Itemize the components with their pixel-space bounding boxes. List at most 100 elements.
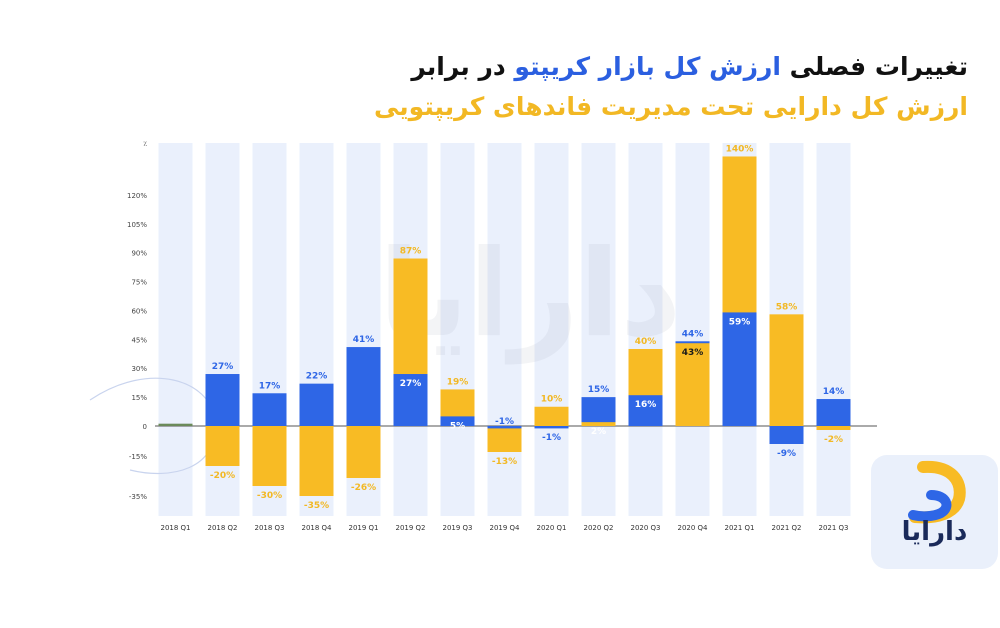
bar-blue — [205, 374, 240, 426]
data-label-blue: 27% — [212, 362, 234, 372]
data-label-yellow: 87% — [400, 247, 422, 257]
y-tick-label: 90% — [131, 250, 147, 258]
bar-yellow — [205, 426, 240, 466]
y-tick-label: ٪ — [143, 140, 147, 148]
chart-title-line1: تغییرات فصلی ارزش کل بازار کریپتو در برا… — [411, 52, 968, 81]
data-label-yellow: -26% — [351, 483, 376, 493]
data-label-yellow: 43% — [682, 348, 704, 358]
x-tick-label: 2020 Q2 — [583, 524, 613, 532]
data-label-yellow: 19% — [447, 377, 469, 387]
bar-baseline — [158, 423, 193, 426]
y-tick-label: -35% — [129, 493, 147, 501]
data-label-yellow: 10% — [541, 395, 563, 405]
bar-labels: 27% -20% 17% -30% 22% -35% 41% -26% 27% 87% 5% 19% -… — [210, 144, 844, 511]
column-background — [487, 143, 522, 516]
data-label-blue: -9% — [777, 449, 796, 459]
column-background — [581, 143, 616, 516]
data-label-blue: 22% — [306, 372, 328, 382]
bar-yellow — [252, 426, 287, 486]
x-tick-label: 2019 Q1 — [348, 524, 378, 532]
data-label-yellow: 58% — [776, 302, 798, 312]
x-tick-label: 2018 Q3 — [254, 524, 284, 532]
brand-logo-card: دارایا — [871, 455, 998, 569]
column-background — [675, 143, 710, 516]
bar-blue — [393, 374, 428, 426]
bar-blue — [581, 397, 616, 426]
data-label-blue: 59% — [729, 317, 751, 327]
y-tick-label: 30% — [131, 365, 147, 373]
bar-yellow — [299, 426, 334, 496]
bar-blue — [816, 399, 851, 426]
data-label-blue: 41% — [353, 335, 375, 345]
y-tick-label: 15% — [131, 394, 147, 402]
bar-yellow — [581, 422, 616, 426]
y-tick-label: 60% — [131, 307, 147, 315]
column-background — [158, 143, 193, 516]
data-label-blue: 14% — [823, 387, 845, 397]
data-label-yellow: 140% — [726, 144, 754, 154]
data-label-blue: 17% — [259, 381, 281, 391]
data-label-yellow: -13% — [492, 457, 517, 467]
column-background — [628, 143, 663, 516]
x-tick-label: 2020 Q4 — [677, 524, 708, 532]
x-tick-label: 2019 Q4 — [489, 524, 520, 532]
data-label-yellow: -30% — [257, 491, 282, 501]
x-tick-label: 2020 Q1 — [536, 524, 566, 532]
y-tick-label: 0 — [143, 423, 147, 431]
data-label-yellow: 2% — [591, 427, 606, 437]
bar-blue — [346, 347, 381, 426]
data-label-blue: 44% — [682, 329, 704, 339]
x-tick-label: 2020 Q3 — [630, 524, 660, 532]
bar-yellow — [487, 426, 522, 452]
y-tick-label: 45% — [131, 336, 147, 344]
x-tick-label: 2021 Q2 — [771, 524, 801, 532]
data-label-blue: 27% — [400, 379, 422, 389]
bar-blue — [769, 426, 804, 444]
bar-blue — [534, 426, 569, 429]
x-tick-label: 2018 Q4 — [301, 524, 332, 532]
data-label-blue: 15% — [588, 385, 610, 395]
x-axis: 2018 Q1 2018 Q2 2018 Q3 2018 Q4 2019 Q1 2019 … — [160, 524, 848, 532]
brand-logo-icon — [908, 460, 966, 524]
bar-yellow — [769, 314, 804, 426]
bar-blue — [722, 312, 757, 426]
y-tick-label: -15% — [129, 453, 147, 461]
title-highlight: ارزش کل بازار کریپتو — [514, 52, 781, 81]
data-label-yellow: -2% — [824, 435, 843, 445]
x-tick-label: 2019 Q2 — [395, 524, 425, 532]
data-label-yellow: -35% — [304, 501, 329, 511]
bar-blue — [440, 416, 475, 426]
chart-title-line2: ارزش کل دارایی تحت مدیریت فاندهای کریپتو… — [373, 92, 968, 121]
y-tick-label: 75% — [131, 279, 147, 287]
x-tick-label: 2019 Q3 — [442, 524, 472, 532]
y-tick-label: 120% — [127, 192, 147, 200]
column-background — [534, 143, 569, 516]
bar-blue — [299, 383, 334, 426]
data-label-blue: 16% — [635, 400, 657, 410]
x-tick-label: 2018 Q2 — [207, 524, 237, 532]
x-tick-label: 2021 Q3 — [818, 524, 848, 532]
bars — [158, 156, 851, 496]
column-background — [440, 143, 475, 516]
bar-yellow — [816, 426, 851, 430]
data-label-blue: -1% — [542, 433, 561, 443]
bar-blue — [487, 426, 522, 429]
title-prefix: تغییرات فصلی — [780, 52, 968, 81]
watermark-text: دارایا — [378, 225, 681, 364]
column-background — [816, 143, 851, 516]
title-suffix: در برابر — [411, 52, 515, 81]
data-label-yellow: -20% — [210, 471, 235, 481]
bar-blue — [628, 395, 663, 426]
brand-logo-text: دارایا — [901, 517, 968, 547]
bar-yellow — [534, 406, 569, 426]
bar-blue — [252, 393, 287, 426]
bar-yellow — [675, 343, 710, 426]
y-tick-label: 105% — [127, 221, 147, 229]
x-tick-label: 2018 Q1 — [160, 524, 190, 532]
bar-yellow — [346, 426, 381, 478]
data-label-yellow: 40% — [635, 337, 657, 347]
x-tick-label: 2021 Q1 — [724, 524, 754, 532]
data-label-blue: 5% — [450, 421, 465, 431]
data-label-blue: -1% — [495, 417, 514, 427]
